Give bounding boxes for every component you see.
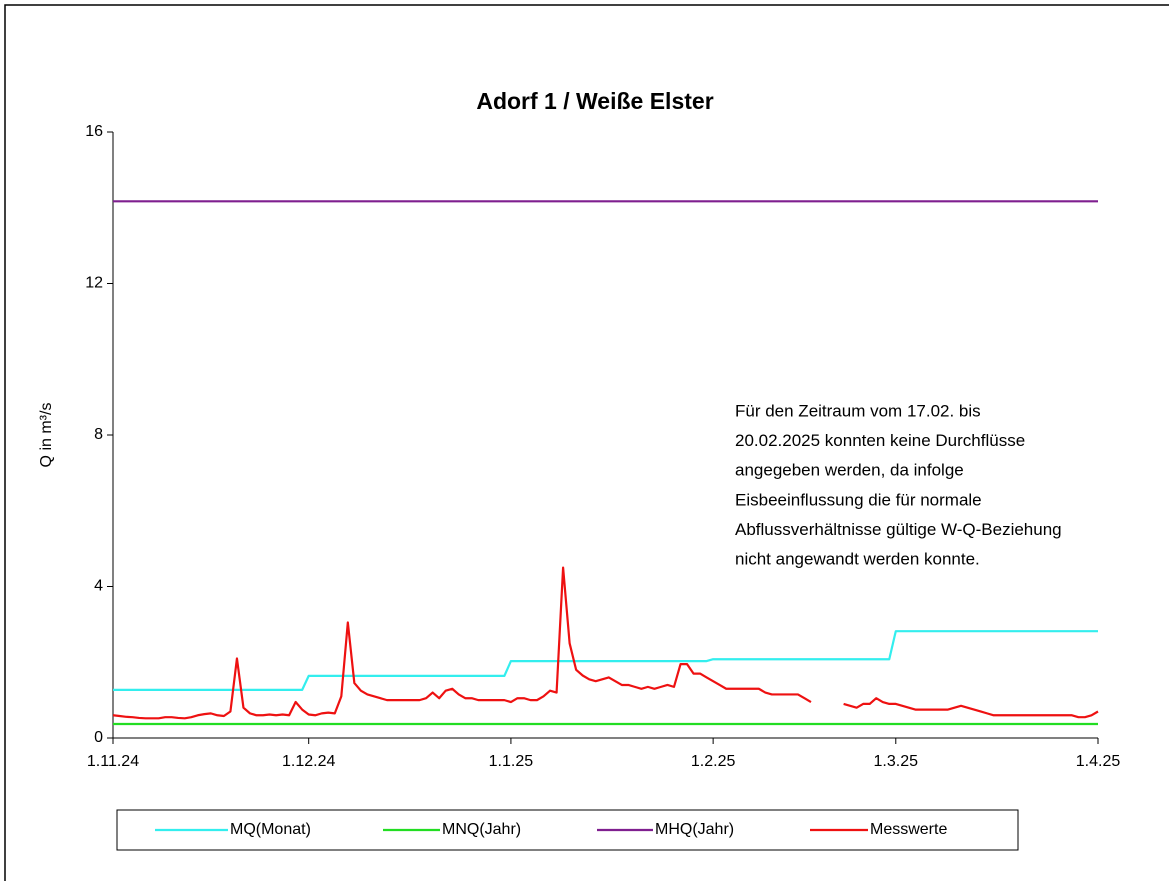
legend-box	[116, 809, 1019, 851]
legend-label: Messwerte	[870, 821, 947, 838]
y-tick-label: 12	[85, 275, 103, 292]
x-tick-label: 1.4.25	[1076, 753, 1121, 770]
x-tick-label: 1.2.25	[691, 753, 736, 770]
x-tick-label: 1.11.24	[87, 753, 139, 770]
annotation: Eisbeeinflussung die für normale	[735, 490, 982, 509]
frame	[4, 4, 1169, 881]
x-tick-label: 1.1.25	[489, 753, 534, 770]
y-tick-label: 8	[94, 426, 103, 443]
annotation: Für den Zeitraum vom 17.02. bis	[735, 401, 981, 420]
x-tick-label: 1.3.25	[874, 753, 919, 770]
legend-label: MQ(Monat)	[230, 821, 311, 838]
y-axis-label: Q in m³/s	[38, 403, 55, 468]
chart-title: Adorf 1 / Weiße Elster	[476, 88, 713, 114]
x-tick-label: 1.12.24	[282, 753, 335, 770]
legend-label: MHQ(Jahr)	[655, 821, 734, 838]
annotation: Abflussverhältnisse gültige W-Q-Beziehun…	[735, 520, 1062, 539]
annotation: angegeben werden, da infolge	[735, 461, 964, 480]
y-tick-label: 16	[85, 123, 103, 140]
annotation: nicht angewandt werden konnte.	[735, 549, 980, 568]
y-tick-label: 4	[94, 578, 103, 595]
annotation: 20.02.2025 konnten keine Durchflüsse	[735, 431, 1025, 450]
series-line	[113, 630, 1098, 691]
y-tick-label: 0	[94, 729, 103, 746]
legend-label: MNQ(Jahr)	[442, 821, 521, 838]
series-line	[112, 566, 1099, 720]
